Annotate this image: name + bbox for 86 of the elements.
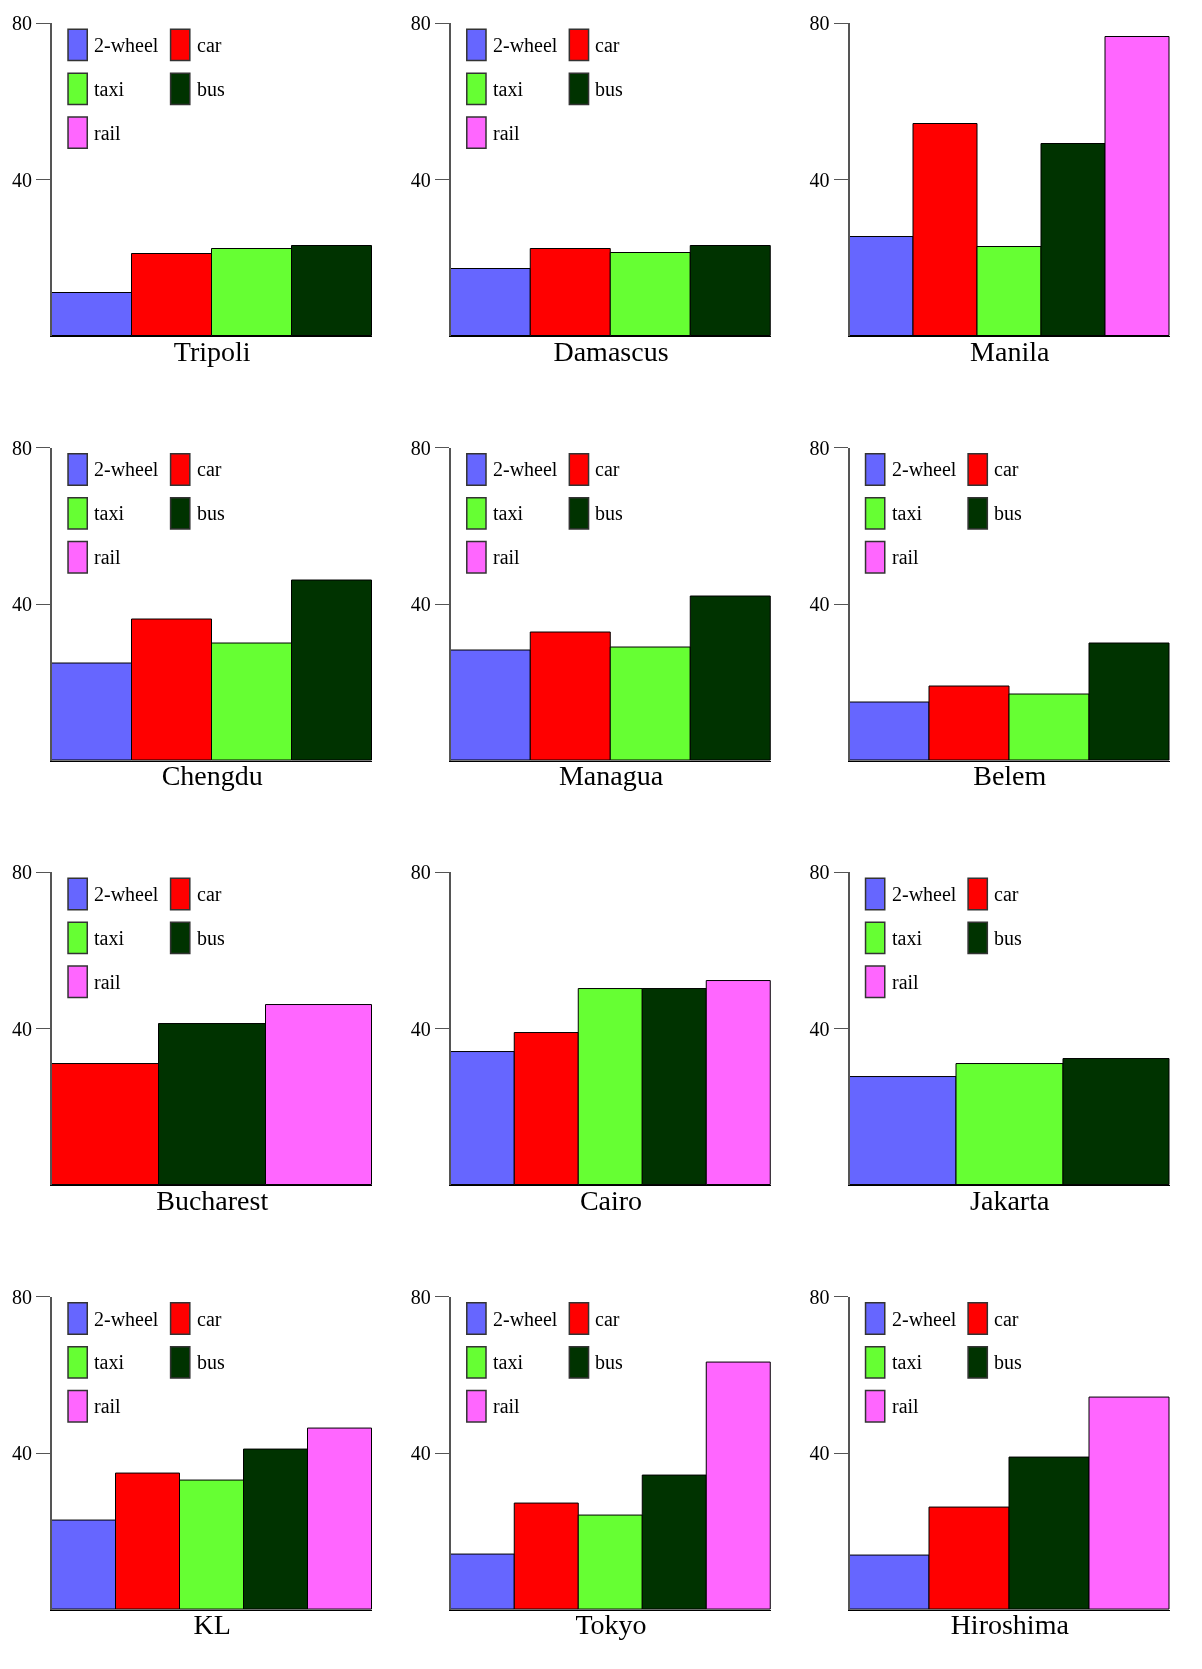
legend-label: 2-wheel — [94, 1308, 159, 1330]
y-tick-label: 40 — [410, 1442, 431, 1465]
y-tick-label: 80 — [410, 861, 431, 884]
y-tick-label: 80 — [809, 861, 830, 884]
legend-label: rail — [94, 1395, 122, 1417]
legend-label: rail — [892, 1395, 920, 1417]
legend-label: rail — [892, 971, 920, 993]
y-tick-label: 80 — [410, 12, 431, 34]
legend-label: taxi — [94, 502, 125, 524]
y-tick-label: 40 — [809, 1017, 830, 1040]
legend-label: taxi — [892, 927, 923, 949]
y-tick-label: 80 — [809, 12, 830, 34]
y-tick-label: 40 — [410, 1017, 431, 1040]
y-tick-label: 40 — [809, 593, 830, 616]
legend-label: car — [595, 34, 620, 56]
legend-label: rail — [493, 122, 521, 144]
legend-label: rail — [94, 546, 122, 568]
legend-label: rail — [94, 122, 122, 144]
legend-label: bus — [595, 502, 623, 524]
legend-label: bus — [197, 78, 225, 100]
legend-label: bus — [197, 1351, 225, 1373]
y-tick-label: 80 — [809, 1285, 830, 1308]
y-tick-label: 80 — [410, 436, 431, 459]
legend-label: 2-wheel — [493, 458, 558, 480]
legend-label: bus — [994, 927, 1022, 949]
legend-label: bus — [595, 78, 623, 100]
legend-label: 2-wheel — [94, 458, 159, 480]
legend-label: 2-wheel — [493, 34, 558, 56]
x-axis-title: Managua — [558, 760, 664, 792]
y-tick-label: 40 — [12, 1442, 32, 1465]
legend-label: rail — [493, 546, 521, 568]
legend-label: bus — [994, 502, 1022, 524]
legend-label: car — [994, 458, 1019, 480]
legend-label: taxi — [892, 502, 923, 524]
x-axis-title: Bucharest — [156, 1184, 269, 1216]
y-tick-label: 80 — [12, 1285, 32, 1308]
x-axis-title: Jakarta — [970, 1184, 1050, 1216]
y-tick-label: 40 — [12, 1017, 32, 1040]
legend-label: bus — [197, 502, 225, 524]
legend-label: car — [197, 1308, 222, 1330]
legend-label: car — [994, 1308, 1019, 1330]
legend-label: taxi — [94, 1351, 125, 1373]
legend-label: taxi — [94, 78, 125, 100]
x-axis-title: Damascus — [553, 335, 669, 367]
legend-label: bus — [595, 1351, 623, 1373]
legend-label: rail — [94, 971, 122, 993]
y-tick-label: 80 — [12, 861, 32, 884]
legend-label: car — [595, 458, 620, 480]
legend-label: bus — [994, 1351, 1022, 1373]
x-axis-title: Manila — [970, 335, 1050, 367]
legend-label: car — [197, 883, 222, 905]
legend-label: 2-wheel — [94, 883, 159, 905]
legend-label: rail — [493, 1395, 521, 1417]
x-axis-title: Hiroshima — [950, 1609, 1070, 1641]
y-tick-label: 40 — [410, 593, 431, 616]
x-axis-title: Tokyo — [575, 1609, 647, 1641]
y-tick-label: 40 — [809, 168, 830, 191]
y-tick-label: 80 — [410, 1285, 431, 1308]
legend-label: car — [197, 458, 222, 480]
legend-label: 2-wheel — [892, 883, 957, 905]
y-tick-label: 40 — [410, 168, 431, 191]
legend-label: 2-wheel — [892, 458, 957, 480]
legend-label: taxi — [94, 927, 125, 949]
y-tick-label: 80 — [12, 12, 32, 34]
y-tick-label: 80 — [809, 436, 830, 459]
y-tick-label: 40 — [12, 168, 32, 191]
y-tick-label: 80 — [12, 436, 32, 459]
legend-label: 2-wheel — [94, 34, 159, 56]
legend-label: car — [994, 883, 1019, 905]
legend-label: taxi — [493, 78, 524, 100]
legend-label: 2-wheel — [892, 1308, 957, 1330]
y-tick-label: 40 — [809, 1442, 830, 1465]
legend-label: taxi — [892, 1351, 923, 1373]
legend-label: rail — [892, 546, 920, 568]
legend-label: taxi — [493, 1351, 524, 1373]
legend-label: 2-wheel — [493, 1308, 558, 1330]
legend-label: bus — [197, 927, 225, 949]
x-axis-title: Belem — [973, 760, 1047, 792]
x-axis-title: KL — [193, 1609, 231, 1641]
x-axis-title: Tripoli — [173, 335, 251, 367]
x-axis-title: Cairo — [579, 1184, 643, 1216]
legend-label: car — [197, 34, 222, 56]
y-tick-label: 40 — [12, 593, 32, 616]
legend-label: taxi — [493, 502, 524, 524]
x-axis-title: Chengdu — [161, 760, 263, 792]
legend-label: car — [595, 1308, 620, 1330]
